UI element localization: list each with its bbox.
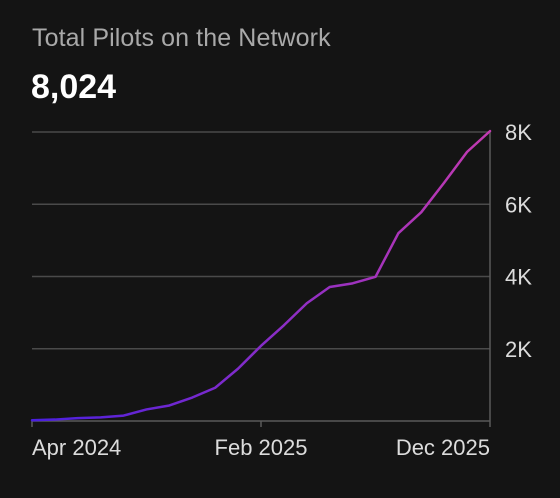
total-value: 8,024 (31, 68, 117, 106)
x-tick-label: Apr 2024 (32, 435, 121, 460)
axes (31, 132, 491, 427)
x-tick-labels: Apr 2024 Feb 2025 Dec 2025 (32, 435, 490, 460)
x-tick-label: Dec 2025 (396, 435, 490, 460)
grid-lines (32, 131, 490, 350)
y-tick-label: 8K (505, 120, 532, 145)
series-line (30, 129, 492, 422)
y-tick-label: 6K (505, 192, 532, 217)
y-tick-labels: 2K 4K 6K 8K (505, 120, 532, 362)
x-tick-label: Feb 2025 (215, 435, 308, 460)
y-tick-label: 2K (505, 337, 532, 362)
chart-title: Total Pilots on the Network (32, 24, 331, 52)
series-layer (30, 129, 492, 422)
y-tick-label: 4K (505, 265, 532, 290)
